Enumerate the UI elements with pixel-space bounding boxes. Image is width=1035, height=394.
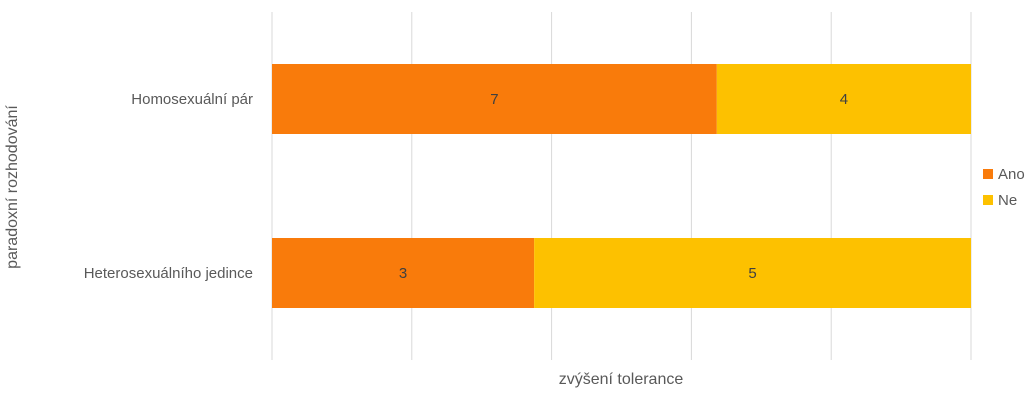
legend-label-ano: Ano (998, 166, 1025, 183)
legend-label-ne: Ne (998, 192, 1017, 209)
legend-swatch-ne (983, 195, 993, 205)
data-label: 4 (840, 91, 848, 108)
legend-swatch-ano (983, 169, 993, 179)
x-axis-title: zvýšení tolerance (559, 371, 684, 388)
data-label: 7 (490, 91, 498, 108)
legend: Ano Ne (983, 166, 1025, 209)
bar-ne-0 (716, 64, 971, 134)
category-label: Homosexuální pár (131, 91, 253, 108)
data-label: 5 (748, 265, 756, 282)
category-label: Heterosexuálního jedince (84, 265, 253, 282)
bar-ano-1 (272, 238, 535, 308)
category-labels: Homosexuální pár Heterosexuálního jedince (84, 91, 253, 282)
y-axis-title: paradoxní rozhodování (4, 105, 21, 269)
bar-ano-0 (272, 64, 717, 134)
data-label: 3 (399, 265, 407, 282)
bars: 7 4 3 5 (272, 64, 971, 308)
bar-ne-1 (534, 238, 971, 308)
